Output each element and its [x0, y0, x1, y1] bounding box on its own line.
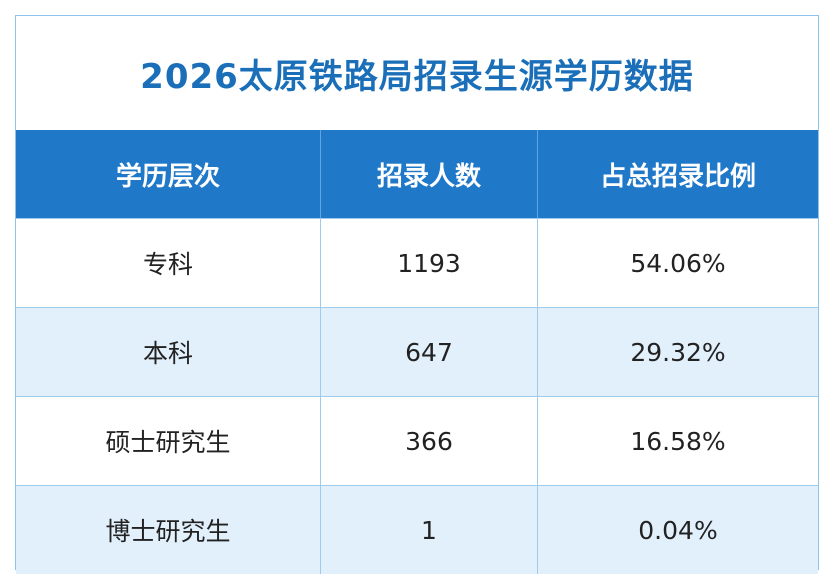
table-row: 博士研究生 1 0.04% [16, 485, 818, 574]
table-cell: 647 [320, 308, 537, 396]
table-frame: 2026太原铁路局招录生源学历数据 学历层次 招录人数 占总招录比例专科 1193 54… [15, 15, 819, 574]
table-cell: 16.58% [537, 397, 818, 485]
table-cell: 专科 [142, 250, 193, 279]
header-cell: 占总招录比例 [537, 130, 818, 218]
table-row: 硕士研究生 366 16.58% [16, 396, 818, 485]
table-cell: 1 [320, 486, 537, 574]
table-cell: 54.06% [537, 219, 818, 307]
table-cell: 本科 [142, 339, 193, 368]
table-cell: 博士研究生 [105, 517, 231, 546]
header-cell: 招录人数 [320, 130, 537, 218]
table-cell: 0.04% [537, 486, 818, 574]
header-row: 学历层次 招录人数 占总招录比例 [16, 130, 818, 218]
table-cell: 366 [320, 397, 537, 485]
table-cell: 29.32% [537, 308, 818, 396]
table-row: 专科 1193 54.06% [16, 218, 818, 307]
table-cell: 硕士研究生 [105, 428, 231, 457]
table-cell: 1193 [320, 219, 537, 307]
table-row: 本科 647 29.32% [16, 307, 818, 396]
table: 学历层次 招录人数 占总招录比例 专科 1193 54.06% 本科 647 29.32% 硕士研… [16, 130, 818, 574]
header-cell: 学历层次 [115, 161, 220, 192]
title: 2026太原铁路局招录生源学历数据 [140, 56, 694, 97]
